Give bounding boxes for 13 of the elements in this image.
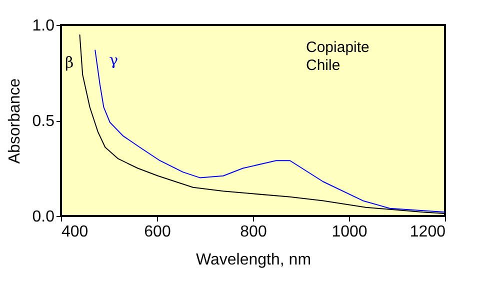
y-tick-label: 0.0 [32,208,55,226]
x-axis-title: Wavelength, nm [196,252,312,268]
annotation: Copiapite Chile [306,39,370,74]
series-label: β [65,54,74,72]
x-tick-label: 400 [62,224,88,240]
y-tick-label: 0.5 [32,113,55,130]
y-axis-title: Absorbance [6,78,24,164]
x-tick-label: 800 [240,224,267,240]
series-label: γ [109,50,118,69]
x-tick-label: 1000 [332,224,368,240]
x-tick-label: 600 [144,224,171,240]
y-tick-label: 1.0 [32,18,55,34]
x-tick-label: 1200 [410,224,446,240]
